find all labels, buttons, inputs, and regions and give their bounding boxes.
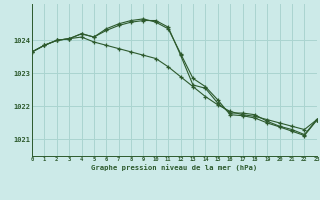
X-axis label: Graphe pression niveau de la mer (hPa): Graphe pression niveau de la mer (hPa)	[91, 164, 258, 171]
